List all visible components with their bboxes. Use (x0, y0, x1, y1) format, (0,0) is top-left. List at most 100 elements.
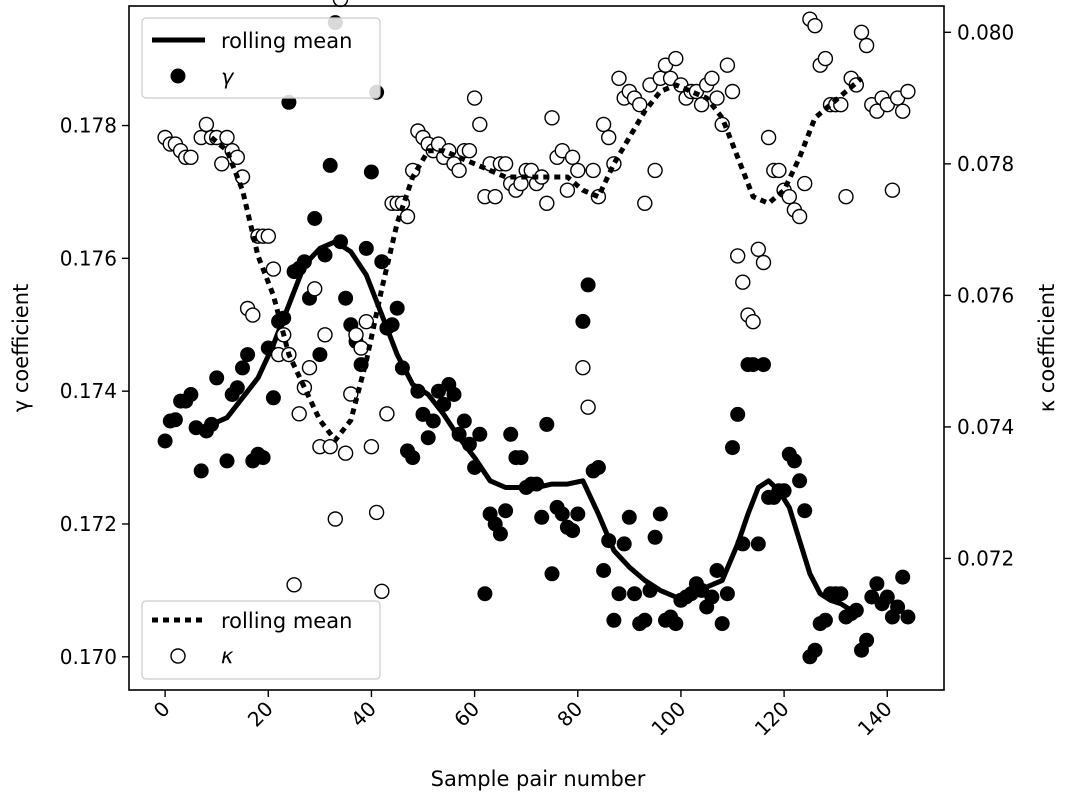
kappa-point (807, 18, 823, 34)
gamma-point (745, 357, 761, 373)
kappa-point (750, 241, 766, 258)
kappa-point (379, 406, 395, 422)
kappa-rolling-mean-line (209, 76, 864, 443)
legend-top: rolling mean γ (141, 17, 381, 99)
kappa-point (317, 327, 333, 343)
kappa-point (451, 162, 467, 179)
right-y-tick-label: 0.074 (957, 415, 1014, 439)
plot-frame (128, 5, 945, 691)
kappa-point (198, 116, 215, 133)
gamma-point (756, 357, 771, 373)
x-tick-label: 60 (449, 697, 484, 732)
kappa-point (838, 188, 854, 205)
left-y-tick-label: 0.174 (60, 379, 117, 403)
gamma-point (895, 569, 911, 585)
gamma-point (358, 240, 374, 256)
gamma-point (219, 453, 235, 469)
kappa-point (704, 70, 720, 87)
kappa-point (745, 314, 761, 330)
gamma-point (534, 509, 550, 525)
gamma-point (714, 616, 730, 632)
kappa-point (214, 156, 230, 172)
kappa-point (245, 307, 261, 323)
kappa-point (301, 360, 318, 376)
x-tick-label: 140 (853, 697, 897, 741)
gamma-point (797, 503, 813, 519)
gamma-point (611, 586, 627, 602)
kappa-point (472, 116, 488, 133)
kappa-point (693, 96, 710, 113)
gamma-point (575, 313, 591, 329)
gamma-point (580, 277, 596, 293)
legend-bottom-label-rolling-mean: rolling mean (221, 609, 352, 633)
kappa-point (817, 50, 834, 67)
gamma-point (492, 526, 508, 542)
gamma-point (338, 290, 354, 306)
kappa-point (307, 281, 323, 297)
kappa-point (585, 162, 601, 179)
gamma-point (616, 536, 632, 552)
gamma-point (255, 450, 271, 466)
right-y-tick-label: 0.076 (957, 283, 1014, 307)
x-tick-label: 120 (750, 697, 794, 741)
x-axis-label: Sample pair number (431, 767, 646, 791)
gamma-point (209, 370, 225, 386)
gamma-point (229, 380, 245, 396)
gamma-point (317, 247, 333, 263)
gamma-point (890, 599, 906, 615)
gamma-point (235, 360, 250, 376)
legend-open-marker-swatch (170, 648, 186, 664)
gamma-point (405, 450, 421, 466)
kappa-point (797, 175, 813, 192)
kappa-point (348, 327, 364, 343)
kappa-point (632, 96, 648, 113)
gamma-point (807, 642, 823, 658)
gamma-point (307, 211, 323, 226)
kappa-point (724, 83, 741, 100)
kappa-point (884, 182, 901, 198)
legend-top-label-gamma: γ (221, 65, 235, 89)
kappa-point (374, 583, 390, 599)
kappa-point (487, 188, 503, 205)
kappa-point (791, 208, 808, 225)
gamma-point (590, 460, 606, 475)
kappa-point (466, 90, 483, 106)
gamma-point (425, 413, 441, 429)
gamma-point (704, 589, 720, 605)
gamma-point (750, 536, 766, 552)
kappa-point (730, 248, 746, 264)
left-y-tick-label: 0.178 (60, 114, 117, 138)
kappa-point (265, 261, 282, 277)
kappa-point (781, 188, 797, 205)
kappa-point (719, 57, 736, 73)
kappa-point (260, 228, 276, 244)
kappa-point (595, 116, 612, 133)
gamma-point (193, 463, 209, 479)
gamma-point (848, 602, 864, 618)
kappa-point (353, 340, 369, 356)
left-y-tick-label: 0.176 (60, 246, 117, 270)
gamma-point (606, 612, 622, 628)
kappa-point (668, 50, 684, 67)
gamma-point (513, 450, 529, 466)
left-y-tick-label: 0.172 (60, 512, 117, 536)
kappa-point (755, 254, 772, 271)
kappa-point (183, 149, 199, 166)
legend-filled-marker-swatch (170, 68, 186, 84)
kappa-point (601, 129, 617, 146)
x-tick-label: 80 (552, 697, 587, 732)
left-axis-label: γ coefficient (9, 284, 33, 413)
left-y-tick-label: 0.170 (60, 645, 117, 669)
kappa-point (647, 162, 663, 179)
kappa-point (497, 156, 514, 172)
gamma-point (833, 586, 849, 602)
kappa-point (286, 577, 302, 593)
gamma-point (900, 609, 916, 625)
gamma-point (544, 566, 560, 582)
right-y-tick-label: 0.072 (957, 546, 1014, 570)
gamma-point (312, 347, 328, 363)
gamma-point (539, 416, 555, 432)
kappa-point (513, 175, 529, 192)
kappa-point (368, 504, 385, 521)
legend-top-label-rolling-mean: rolling mean (221, 29, 352, 53)
